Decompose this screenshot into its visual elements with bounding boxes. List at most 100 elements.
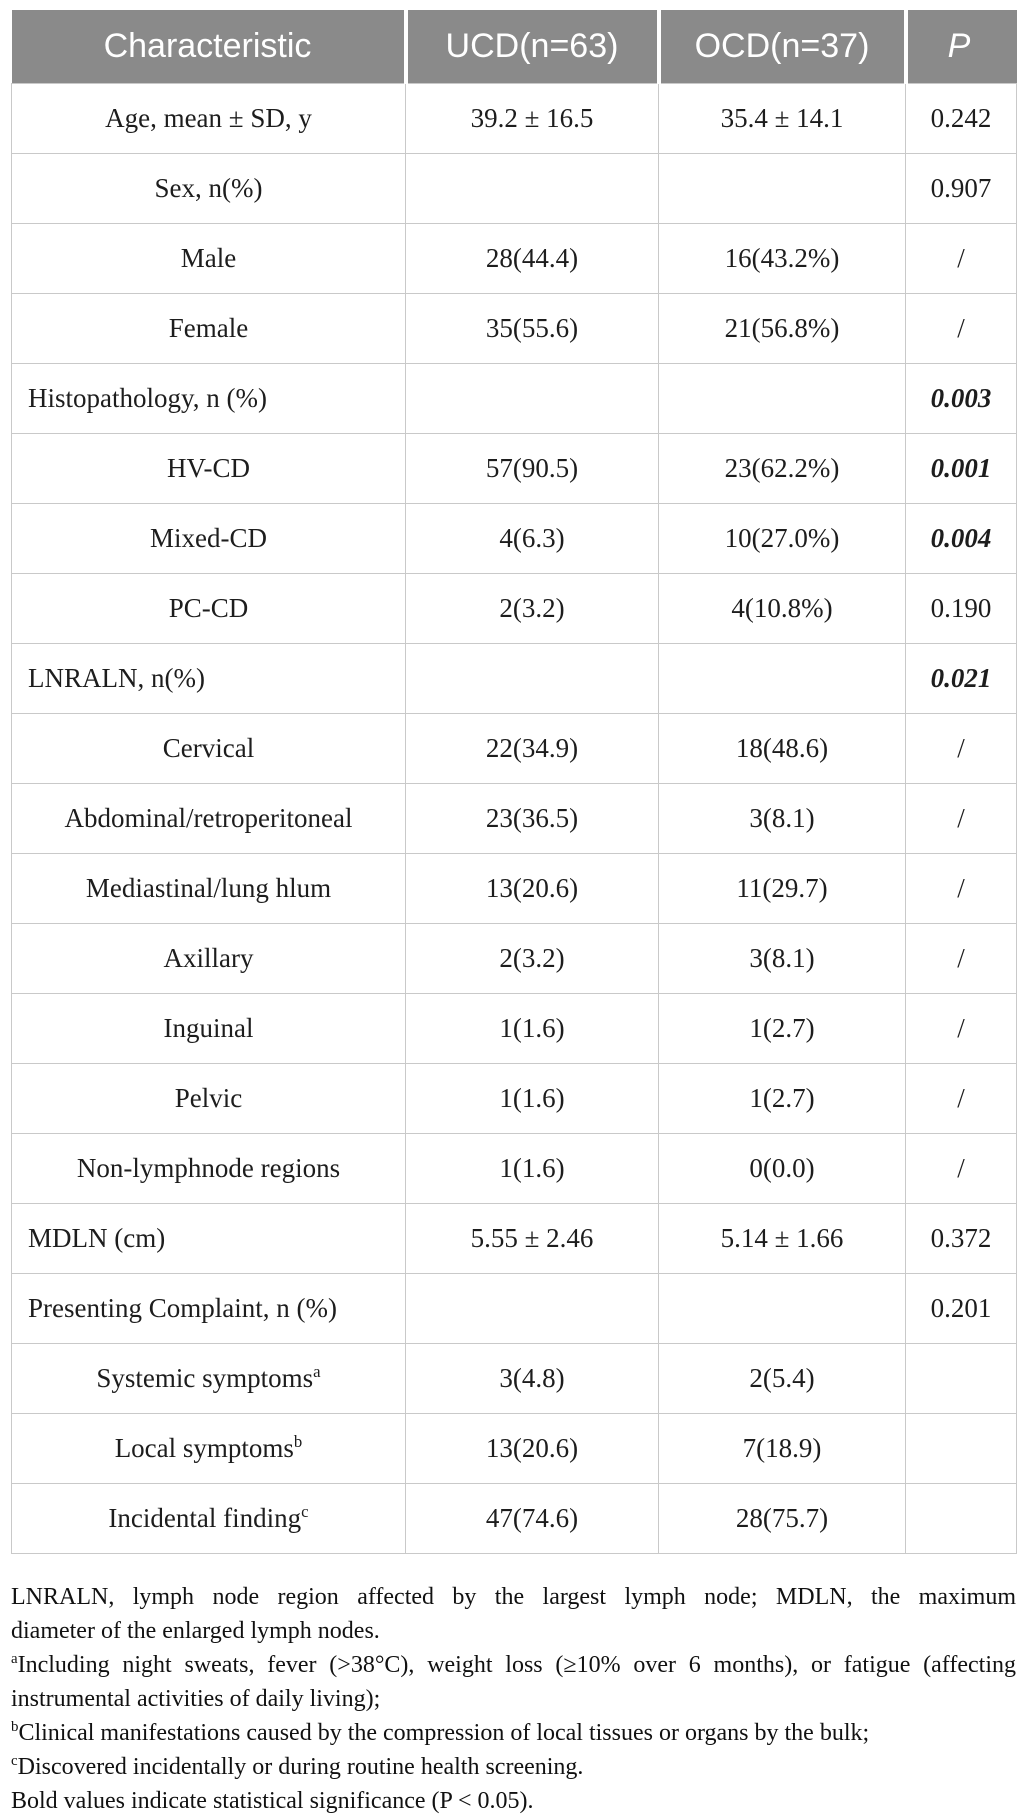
ocd-value [658, 363, 906, 434]
footnote-line: Bold values indicate statistical signifi… [11, 1788, 534, 1814]
footnote-marker: a [313, 1362, 321, 1381]
ocd-value: 28(75.7) [658, 1483, 906, 1554]
ocd-value [658, 153, 906, 224]
p-value: / [905, 713, 1017, 784]
ucd-value: 57(90.5) [405, 433, 659, 504]
ucd-value [405, 643, 659, 714]
ucd-value: 39.2 ± 16.5 [405, 83, 659, 154]
ocd-value: 16(43.2%) [658, 223, 906, 294]
p-value: 0.372 [905, 1203, 1017, 1274]
p-value: / [905, 993, 1017, 1064]
table-row: Local symptomsb 13(20.6) 7(18.9) [11, 1413, 1017, 1484]
table-row: LNRALN, n(%) 0.021 [11, 643, 1017, 714]
table-row: Mixed-CD 4(6.3) 10(27.0%) 0.004 [11, 503, 1017, 574]
footnote-line: LNRALN, lymph node region affected by th… [11, 1584, 1016, 1610]
row-label: Pelvic [11, 1063, 406, 1134]
p-value: / [905, 1133, 1017, 1204]
row-label: PC-CD [11, 573, 406, 644]
ocd-value: 1(2.7) [658, 993, 906, 1064]
table-row: Sex, n(%) 0.907 [11, 153, 1017, 224]
ucd-value: 28(44.4) [405, 223, 659, 294]
row-label: Presenting Complaint, n (%) [11, 1273, 406, 1344]
ocd-value: 21(56.8%) [658, 293, 906, 364]
table-row: Presenting Complaint, n (%) 0.201 [11, 1273, 1017, 1344]
table-row: Female 35(55.6) 21(56.8%) / [11, 293, 1017, 364]
ocd-value: 2(5.4) [658, 1343, 906, 1414]
footnote-marker: b [293, 1432, 303, 1451]
col-header-ocd: OCD(n=37) [656, 10, 906, 84]
table-body: Age, mean ± SD, y 39.2 ± 16.5 35.4 ± 14.1 0… [11, 83, 1017, 1554]
row-label: Non-lymphnode regions [11, 1133, 406, 1204]
table-row: Axillary 2(3.2) 3(8.1) / [11, 923, 1017, 994]
ocd-value: 7(18.9) [658, 1413, 906, 1484]
ucd-value [405, 153, 659, 224]
p-value [905, 1483, 1017, 1554]
ucd-value: 23(36.5) [405, 783, 659, 854]
row-label: Systemic symptomsa [11, 1343, 406, 1414]
table-row: Incidental findingc 47(74.6) 28(75.7) [11, 1483, 1017, 1554]
p-value: 0.021 [905, 643, 1017, 714]
table-row: Inguinal 1(1.6) 1(2.7) / [11, 993, 1017, 1064]
table-header: Characteristic UCD(n=63) OCD(n=37) P [11, 10, 1017, 84]
ucd-value: 1(1.6) [405, 993, 659, 1064]
table-row: Histopathology, n (%) 0.003 [11, 363, 1017, 434]
ucd-value: 35(55.6) [405, 293, 659, 364]
footnote-marker: c [11, 1753, 18, 1769]
ocd-value: 1(2.7) [658, 1063, 906, 1134]
ucd-value: 1(1.6) [405, 1063, 659, 1134]
row-label: Local symptomsb [11, 1413, 406, 1484]
table-row: Male 28(44.4) 16(43.2%) / [11, 223, 1017, 294]
table-row: Systemic symptomsa 3(4.8) 2(5.4) [11, 1343, 1017, 1414]
header-row: Characteristic UCD(n=63) OCD(n=37) P [11, 10, 1017, 84]
footnote-line: bClinical manifestations caused by the c… [11, 1719, 870, 1746]
col-header-characteristic: Characteristic [11, 10, 406, 84]
col-header-p: P [903, 10, 1017, 84]
footnote-line: instrumental activities of daily living)… [11, 1686, 381, 1712]
ocd-value: 5.14 ± 1.66 [658, 1203, 906, 1274]
p-value: / [905, 1063, 1017, 1134]
row-label: Histopathology, n (%) [11, 363, 406, 434]
row-label: Inguinal [11, 993, 406, 1064]
p-value: 0.190 [905, 573, 1017, 644]
p-value: 0.001 [905, 433, 1017, 504]
ocd-value [658, 643, 906, 714]
ocd-value [658, 1273, 906, 1344]
table-row: HV-CD 57(90.5) 23(62.2%) 0.001 [11, 433, 1017, 504]
ucd-value: 2(3.2) [405, 573, 659, 644]
p-value [905, 1413, 1017, 1484]
ocd-value: 3(8.1) [658, 923, 906, 994]
footnote-marker: a [11, 1651, 18, 1667]
characteristics-table: Characteristic UCD(n=63) OCD(n=37) P Age… [11, 10, 1017, 1554]
ocd-value: 23(62.2%) [658, 433, 906, 504]
ocd-value: 3(8.1) [658, 783, 906, 854]
table-row: Pelvic 1(1.6) 1(2.7) / [11, 1063, 1017, 1134]
footnote-marker: b [11, 1719, 19, 1735]
ucd-value: 47(74.6) [405, 1483, 659, 1554]
row-label: Cervical [11, 713, 406, 784]
p-value: 0.907 [905, 153, 1017, 224]
row-label: Mediastinal/lung hlum [11, 853, 406, 924]
p-value: 0.201 [905, 1273, 1017, 1344]
table-row: Cervical 22(34.9) 18(48.6) / [11, 713, 1017, 784]
row-label: Abdominal/retroperitoneal [11, 783, 406, 854]
ucd-value: 1(1.6) [405, 1133, 659, 1204]
col-header-ucd: UCD(n=63) [403, 10, 659, 84]
table-row: PC-CD 2(3.2) 4(10.8%) 0.190 [11, 573, 1017, 644]
p-value: / [905, 223, 1017, 294]
row-label: Axillary [11, 923, 406, 994]
ocd-value: 35.4 ± 14.1 [658, 83, 906, 154]
p-value: / [905, 293, 1017, 364]
row-label: Female [11, 293, 406, 364]
p-value: / [905, 783, 1017, 854]
ocd-value: 18(48.6) [658, 713, 906, 784]
row-label: HV-CD [11, 433, 406, 504]
row-label: Mixed-CD [11, 503, 406, 574]
p-value: / [905, 853, 1017, 924]
table-figure: Characteristic UCD(n=63) OCD(n=37) P Age… [11, 10, 1017, 1818]
ocd-value: 11(29.7) [658, 853, 906, 924]
table-row: Age, mean ± SD, y 39.2 ± 16.5 35.4 ± 14.1 0… [11, 83, 1017, 154]
table-row: Mediastinal/lung hlum 13(20.6) 11(29.7) / [11, 853, 1017, 924]
ucd-value: 2(3.2) [405, 923, 659, 994]
row-label: Incidental findingc [11, 1483, 406, 1554]
